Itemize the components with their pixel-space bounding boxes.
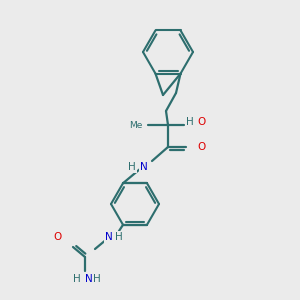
Text: Me: Me xyxy=(129,121,143,130)
Text: N: N xyxy=(140,162,148,172)
Text: H: H xyxy=(115,232,123,242)
Text: O: O xyxy=(197,117,205,127)
Text: H: H xyxy=(128,162,136,172)
Text: O: O xyxy=(197,142,205,152)
Text: O: O xyxy=(54,232,62,242)
Text: N: N xyxy=(85,274,93,284)
Text: H: H xyxy=(73,274,81,284)
Text: N: N xyxy=(105,232,113,242)
Text: H: H xyxy=(93,274,101,284)
Text: H: H xyxy=(186,117,194,127)
